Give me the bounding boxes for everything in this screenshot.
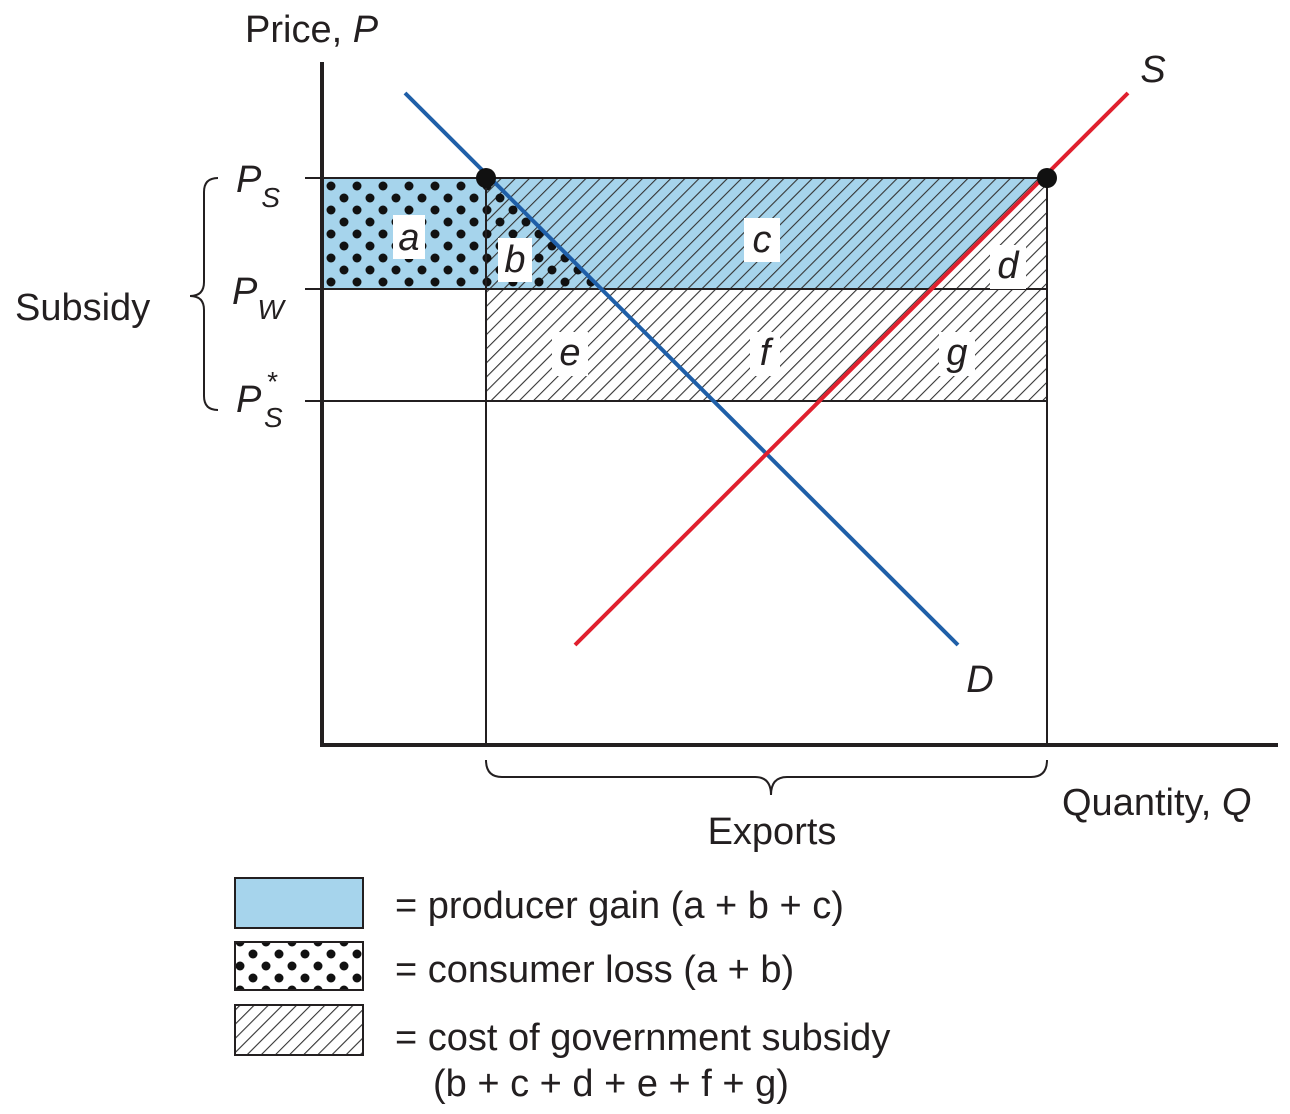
symbol: P — [232, 271, 258, 313]
legend-text: (b + c + d + e + f + g) — [433, 1063, 789, 1105]
point — [476, 168, 496, 188]
label-bg — [393, 215, 425, 259]
label-bg — [750, 332, 780, 376]
symbol: P — [236, 379, 262, 421]
label-bg — [498, 238, 532, 282]
price-label: P * S — [236, 366, 283, 433]
supply-curve — [573, 91, 1130, 647]
label-bg — [990, 245, 1026, 289]
subsidy-brace — [189, 177, 219, 411]
region-label: c — [753, 219, 772, 261]
exports-brace — [485, 759, 1048, 796]
label-bg — [744, 218, 780, 262]
region-label: d — [997, 245, 1020, 287]
x-axis-label: Quantity, Q — [1062, 782, 1251, 824]
region-label: e — [559, 332, 580, 374]
symbol: P — [236, 159, 262, 201]
regions — [305, 177, 1048, 745]
region-label: g — [946, 332, 967, 374]
sub: S — [261, 182, 280, 213]
exports-label: Exports — [708, 811, 837, 853]
subsidy-label: Subsidy — [15, 287, 150, 329]
var: P — [353, 9, 379, 51]
label-bg — [939, 332, 975, 376]
legend-text: = producer gain (a + b + c) — [395, 885, 844, 927]
var: Q — [1222, 782, 1252, 824]
region-label: b — [504, 239, 525, 281]
price-label: PW — [232, 271, 286, 325]
text: Price, — [245, 9, 353, 51]
sub: W — [257, 294, 286, 325]
region-label: f — [760, 332, 774, 374]
legend-text: = consumer loss (a + b) — [395, 949, 794, 991]
point — [1037, 168, 1057, 188]
sup: * — [266, 366, 278, 397]
text: Quantity, — [1062, 782, 1222, 824]
axes — [320, 62, 1278, 747]
demand-label: D — [966, 659, 993, 701]
legend-text: = cost of government subsidy — [395, 1017, 890, 1059]
y-axis-label: Price, P — [245, 9, 379, 51]
demand-curve — [403, 91, 960, 647]
legend-swatch — [234, 1004, 364, 1056]
label-bg — [552, 332, 588, 376]
legend: = producer gain (a + b + c) = consumer l… — [234, 877, 890, 1105]
region-labels: a b c d e f g — [393, 215, 1026, 376]
supply-label: S — [1140, 49, 1165, 91]
price-label: PS — [236, 159, 280, 213]
legend-swatch — [234, 941, 364, 991]
region-label: a — [398, 217, 419, 259]
sub: S — [264, 402, 283, 433]
legend-swatch — [234, 877, 364, 929]
